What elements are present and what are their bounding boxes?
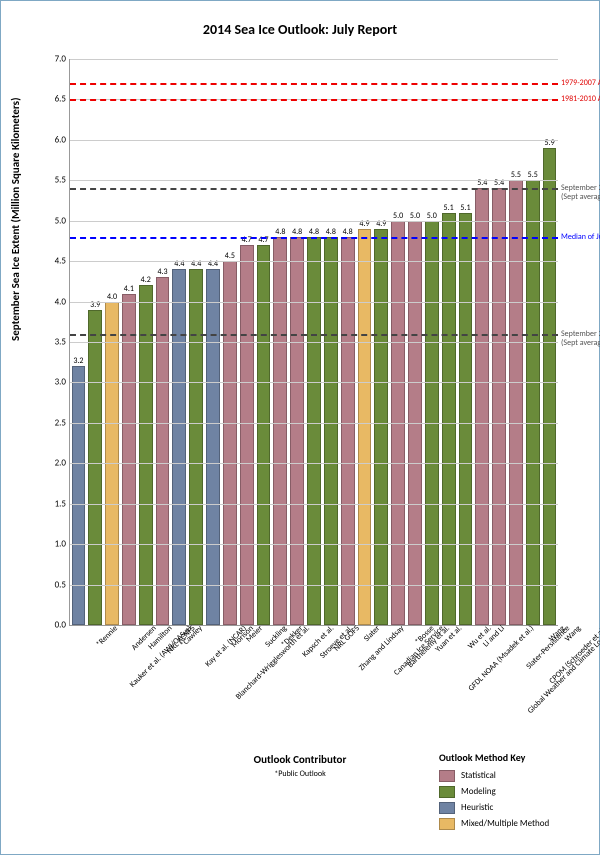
bar-value-label: 5.5: [511, 170, 521, 180]
chart-root: 2014 Sea Ice Outlook: July Report Septem…: [0, 0, 600, 855]
bar-value-label: 4.3: [157, 267, 167, 277]
bar: 3.2: [72, 366, 86, 625]
category-label: Slater: [361, 624, 381, 644]
bar: 4.8: [324, 237, 338, 625]
bar-value-label: 4.5: [225, 251, 235, 261]
gridline: [70, 544, 558, 545]
bar: 5.4: [492, 188, 506, 625]
gridline: [70, 140, 558, 141]
bar: 4.8: [341, 237, 355, 625]
reference-line: [70, 237, 558, 239]
y-tick-label: 4.0: [55, 296, 66, 307]
bar: 5.1: [442, 213, 456, 625]
legend-title: Outlook Method Key: [439, 751, 579, 764]
bar: 5.5: [509, 180, 523, 625]
legend-label: Mixed/Multiple Method: [461, 818, 549, 829]
bar-value-label: 4.8: [343, 227, 353, 237]
bar-value-label: 4.8: [292, 227, 302, 237]
bar: 4.4: [172, 269, 186, 625]
bar-value-label: 5.5: [528, 170, 538, 180]
legend-item: Heuristic: [439, 802, 579, 814]
bar: 4.9: [358, 229, 372, 625]
gridline: [70, 302, 558, 303]
bar-value-label: 4.8: [275, 227, 285, 237]
bar: 4.8: [273, 237, 287, 625]
y-tick-label: 4.5: [55, 256, 66, 267]
y-tick-label: 2.0: [55, 458, 66, 469]
y-tick-label: 0.5: [55, 579, 66, 590]
y-axis-label: September Sea Ice Extent (Million Square…: [9, 98, 22, 342]
bar-value-label: 4.0: [107, 292, 117, 302]
plot-area: 3.2*Rennie3.9Kauker et al. (AWI/OASys)4.…: [69, 59, 558, 626]
bar: 4.1: [122, 294, 136, 626]
legend-swatch: [439, 802, 455, 814]
y-tick-label: 0.0: [55, 620, 66, 631]
reference-line: [70, 334, 558, 336]
gridline: [70, 504, 558, 505]
legend-swatch: [439, 818, 455, 830]
bar: 4.8: [290, 237, 304, 625]
bar-value-label: 4.8: [326, 227, 336, 237]
bar-value-label: 4.1: [124, 284, 134, 294]
bar-value-label: 4.8: [309, 227, 319, 237]
y-tick-label: 6.5: [55, 94, 66, 105]
y-tick-label: 1.0: [55, 539, 66, 550]
gridline: [70, 59, 558, 60]
y-tick-label: 3.5: [55, 337, 66, 348]
legend: Outlook Method Key Statistical Modeling He…: [439, 751, 579, 834]
bar-value-label: 5.1: [460, 203, 470, 213]
gridline: [70, 423, 558, 424]
gridline: [70, 221, 558, 222]
reference-line-label: September 2012(Sept average): [561, 330, 600, 348]
legend-item: Statistical: [439, 770, 579, 782]
bar: 4.3: [156, 277, 170, 625]
gridline: [70, 180, 558, 181]
bar-value-label: 5.0: [427, 211, 437, 221]
gridline: [70, 342, 558, 343]
bar: 4.5: [223, 261, 237, 625]
legend-item: Mixed/Multiple Method: [439, 818, 579, 830]
legend-label: Heuristic: [461, 802, 493, 813]
reference-line: [70, 99, 558, 101]
y-tick-label: 5.5: [55, 175, 66, 186]
reference-line-label: Median of July Outlooks: [561, 233, 600, 242]
gridline: [70, 382, 558, 383]
legend-label: Statistical: [461, 770, 496, 781]
bar-value-label: 4.2: [141, 275, 151, 285]
bar: 4.4: [189, 269, 203, 625]
bar: 5.9: [543, 148, 557, 625]
reference-line-label: 1981-2010 Average: [561, 95, 600, 104]
bar-value-label: 5.0: [393, 211, 403, 221]
reference-line: [70, 83, 558, 85]
bar: 5.1: [459, 213, 473, 625]
legend-label: Modeling: [461, 786, 496, 797]
gridline: [70, 463, 558, 464]
category-label: *Rennie: [94, 624, 120, 650]
legend-swatch: [439, 770, 455, 782]
y-tick-label: 7.0: [55, 54, 66, 65]
bar: 4.2: [139, 285, 153, 625]
bar: 4.8: [307, 237, 321, 625]
gridline: [70, 585, 558, 586]
legend-item: Modeling: [439, 786, 579, 798]
legend-swatch: [439, 786, 455, 798]
bar-value-label: 3.2: [73, 356, 83, 366]
y-tick-label: 2.5: [55, 417, 66, 428]
y-tick-label: 5.0: [55, 215, 66, 226]
bar: 5.4: [475, 188, 489, 625]
reference-line-label: September 2013(Sept average): [561, 184, 600, 202]
y-tick-label: 3.0: [55, 377, 66, 388]
bar: 5.5: [526, 180, 540, 625]
reference-line-label: 1979-2007 Average: [561, 79, 600, 88]
reference-line: [70, 188, 558, 190]
gridline: [70, 261, 558, 262]
y-tick-label: 6.0: [55, 134, 66, 145]
bar: 4.9: [374, 229, 388, 625]
bar: 3.9: [88, 310, 102, 625]
bar: 4.4: [206, 269, 220, 625]
chart-title: 2014 Sea Ice Outlook: July Report: [1, 21, 599, 38]
bar-value-label: 5.1: [444, 203, 454, 213]
bar-value-label: 5.0: [410, 211, 420, 221]
y-tick-label: 1.5: [55, 498, 66, 509]
